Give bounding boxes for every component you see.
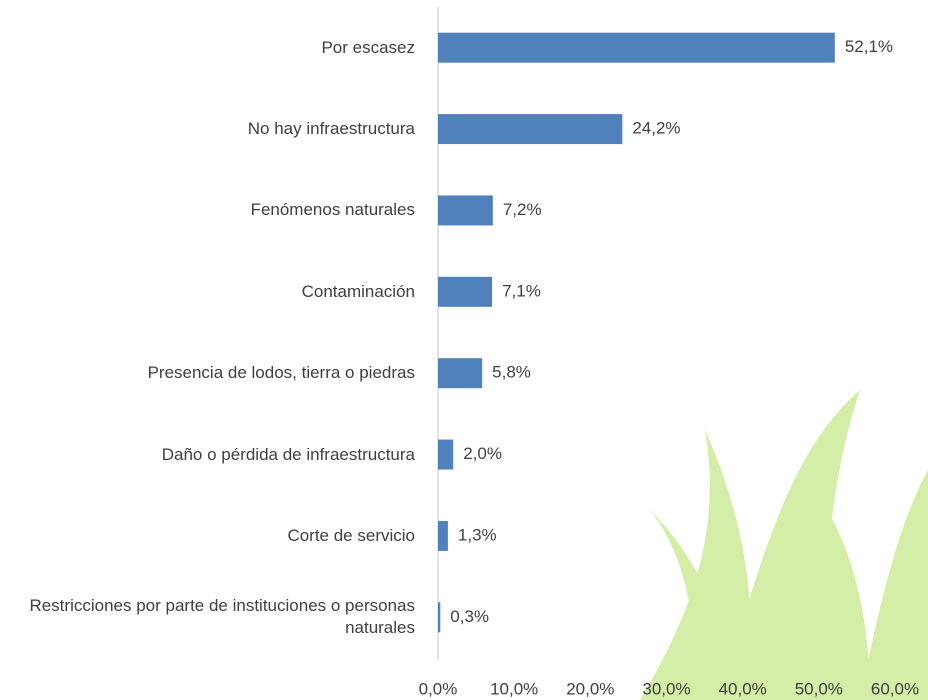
- x-tick-label: 40,0%: [719, 679, 767, 698]
- x-tick-label: 60,0%: [871, 679, 919, 698]
- bar: [438, 114, 622, 144]
- value-label: 52,1%: [845, 37, 893, 56]
- y-tick-label: Por escasez: [0, 37, 415, 59]
- x-tick-label: 10,0%: [490, 679, 538, 698]
- bar: [438, 195, 493, 225]
- x-tick-label: 50,0%: [795, 679, 843, 698]
- y-tick-label: No hay infraestructura: [0, 118, 415, 140]
- value-label: 1,3%: [458, 525, 497, 544]
- background-grass: [640, 390, 928, 700]
- y-tick-label: Contaminación: [0, 281, 415, 303]
- value-label: 0,3%: [450, 607, 489, 626]
- y-tick-label: Daño o pérdida de infraestructura: [0, 444, 415, 466]
- value-label: 2,0%: [463, 444, 502, 463]
- value-label: 7,1%: [502, 281, 541, 300]
- y-tick-label: Presencia de lodos, tierra o piedras: [0, 362, 415, 384]
- bar: [438, 521, 448, 551]
- x-tick-label: 30,0%: [642, 679, 690, 698]
- value-label: 5,8%: [492, 363, 531, 382]
- x-tick-label: 0,0%: [419, 679, 458, 698]
- y-tick-label: Fenómenos naturales: [0, 199, 415, 221]
- bar: [438, 33, 835, 63]
- bar: [438, 602, 440, 632]
- y-tick-label: Corte de servicio: [0, 525, 415, 547]
- y-tick-label: Restricciones por parte de instituciones…: [0, 595, 415, 639]
- chart: 0,0% 10,0% 20,0% 30,0% 40,0% 50,0% 60,0% 52,1% 2…: [0, 0, 928, 700]
- value-label: 7,2%: [503, 200, 542, 219]
- x-tick-label: 20,0%: [566, 679, 614, 698]
- bar: [438, 358, 482, 388]
- value-label: 24,2%: [632, 119, 680, 138]
- bar: [438, 277, 492, 307]
- bar: [438, 440, 453, 470]
